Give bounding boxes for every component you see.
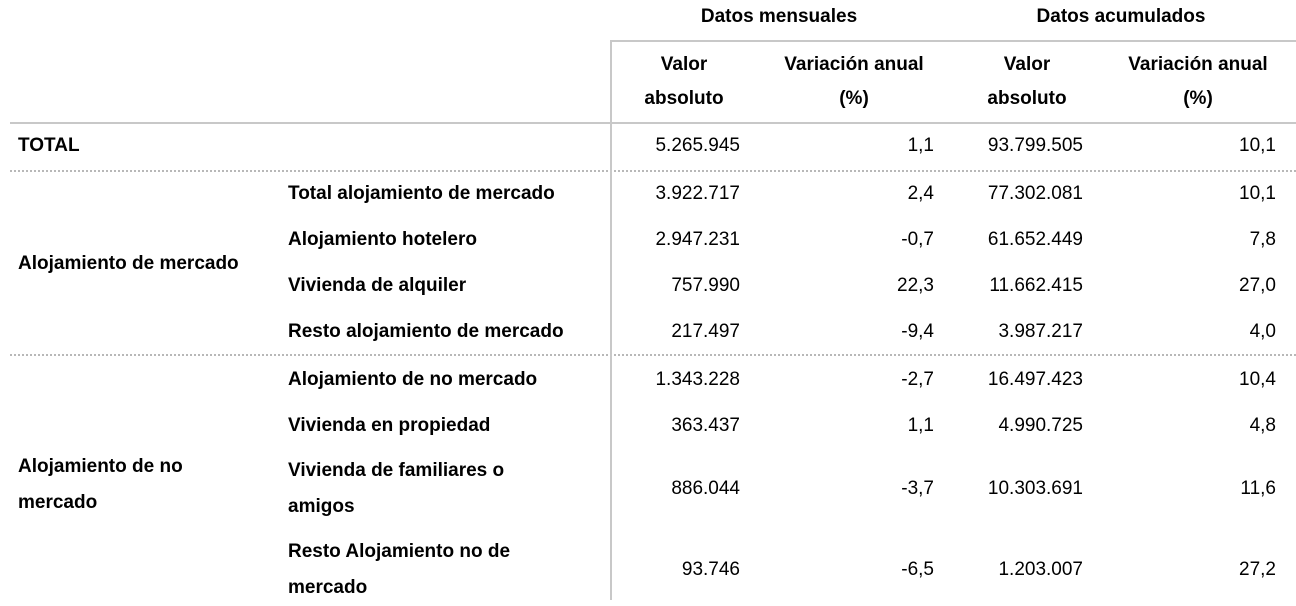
header-monthly-variacion-anual: Variación anual (%) bbox=[756, 48, 952, 116]
cell-cumulative-abs: 3.987.217 bbox=[998, 321, 1083, 342]
cell-monthly-var: -0,7 bbox=[901, 229, 934, 250]
cell-cumulative-var: 7,8 bbox=[1249, 229, 1276, 250]
cell-monthly-var: 1,1 bbox=[907, 415, 934, 436]
row-label: Vivienda de alquiler bbox=[288, 275, 467, 296]
cell-monthly-var: 2,4 bbox=[907, 183, 934, 204]
row-label: Total alojamiento de mercado bbox=[288, 183, 555, 204]
header-monthly-valor-absoluto: Valor absoluto bbox=[612, 48, 756, 116]
header-datos-acumulados: Datos acumulados bbox=[1036, 6, 1206, 27]
cell-cumulative-var: 10,1 bbox=[1239, 135, 1276, 156]
group-divider-2 bbox=[10, 354, 1296, 356]
cell-monthly-abs: 5.265.945 bbox=[655, 135, 740, 156]
header-cumulative-abs-line1: Valor bbox=[1003, 54, 1051, 75]
header-cumulative-variacion-anual: Variación anual (%) bbox=[1100, 48, 1296, 116]
header-monthly-abs-line1: Valor bbox=[660, 54, 708, 75]
row-label: Vivienda en propiedad bbox=[288, 415, 491, 436]
cell-monthly-abs: 886.044 bbox=[671, 478, 740, 499]
group-divider-1 bbox=[10, 170, 1296, 172]
cell-cumulative-var: 10,4 bbox=[1239, 369, 1276, 390]
row-label: Alojamiento hotelero bbox=[288, 229, 477, 250]
header-group-divider bbox=[612, 40, 1296, 42]
header-monthly-var-line1: Variación anual bbox=[784, 54, 924, 75]
cell-cumulative-abs: 77.302.081 bbox=[987, 183, 1083, 204]
cell-monthly-var: -6,5 bbox=[901, 559, 934, 580]
header-cumulative-valor-absoluto: Valor absoluto bbox=[954, 48, 1100, 116]
cell-monthly-var: 22,3 bbox=[897, 275, 934, 296]
cell-cumulative-abs: 61.652.449 bbox=[987, 229, 1083, 250]
group-label-line1: Alojamiento de no bbox=[18, 456, 183, 477]
row-label: Resto Alojamiento no de mercado bbox=[288, 534, 510, 606]
header-bottom-rule bbox=[10, 122, 1296, 124]
cell-monthly-abs: 363.437 bbox=[671, 415, 740, 436]
group-label-no-mercado: Alojamiento de no mercado bbox=[18, 449, 183, 521]
cell-cumulative-abs: 4.990.725 bbox=[998, 415, 1083, 436]
header-cumulative-var-line1: Variación anual bbox=[1128, 54, 1268, 75]
row-label: Vivienda de familiares o amigos bbox=[288, 453, 504, 525]
header-monthly-var-line2: (%) bbox=[839, 88, 869, 109]
cell-cumulative-abs: 93.799.505 bbox=[987, 135, 1083, 156]
cell-monthly-abs: 1.343.228 bbox=[655, 369, 740, 390]
cell-monthly-abs: 3.922.717 bbox=[655, 183, 740, 204]
cell-monthly-abs: 217.497 bbox=[671, 321, 740, 342]
cell-monthly-var: -2,7 bbox=[901, 369, 934, 390]
cell-monthly-abs: 2.947.231 bbox=[655, 229, 740, 250]
cell-cumulative-var: 10,1 bbox=[1239, 183, 1276, 204]
header-cumulative-abs-line2: absoluto bbox=[987, 88, 1067, 109]
cell-cumulative-var: 4,0 bbox=[1249, 321, 1276, 342]
group-label-line2: mercado bbox=[18, 492, 98, 513]
cell-cumulative-abs: 1.203.007 bbox=[998, 559, 1083, 580]
row-label-total: TOTAL bbox=[18, 135, 80, 156]
row-label-line1: Vivienda de familiares o bbox=[288, 460, 505, 481]
header-datos-mensuales: Datos mensuales bbox=[700, 6, 858, 27]
row-label: Resto alojamiento de mercado bbox=[288, 321, 564, 342]
cell-cumulative-abs: 11.662.415 bbox=[989, 275, 1083, 296]
cell-cumulative-abs: 10.303.691 bbox=[987, 478, 1083, 499]
cell-cumulative-var: 4,8 bbox=[1249, 415, 1276, 436]
column-divider bbox=[610, 40, 612, 600]
header-monthly-abs-line2: absoluto bbox=[644, 88, 724, 109]
cell-monthly-abs: 757.990 bbox=[671, 275, 740, 296]
group-label-mercado: Alojamiento de mercado bbox=[18, 253, 239, 274]
cell-monthly-var: 1,1 bbox=[907, 135, 934, 156]
cell-cumulative-var: 27,0 bbox=[1239, 275, 1276, 296]
row-label-line2: mercado bbox=[288, 577, 368, 598]
cell-cumulative-var: 11,6 bbox=[1240, 478, 1276, 499]
cell-monthly-abs: 93.746 bbox=[681, 559, 740, 580]
cell-cumulative-var: 27,2 bbox=[1239, 559, 1276, 580]
header-cumulative-var-line2: (%) bbox=[1183, 88, 1213, 109]
cell-cumulative-abs: 16.497.423 bbox=[987, 369, 1083, 390]
cell-monthly-var: -3,7 bbox=[901, 478, 934, 499]
cell-monthly-var: -9,4 bbox=[901, 321, 934, 342]
row-label-line1: Resto Alojamiento no de bbox=[288, 541, 511, 562]
row-label: Alojamiento de no mercado bbox=[288, 369, 538, 390]
row-label-line2: amigos bbox=[288, 496, 355, 517]
